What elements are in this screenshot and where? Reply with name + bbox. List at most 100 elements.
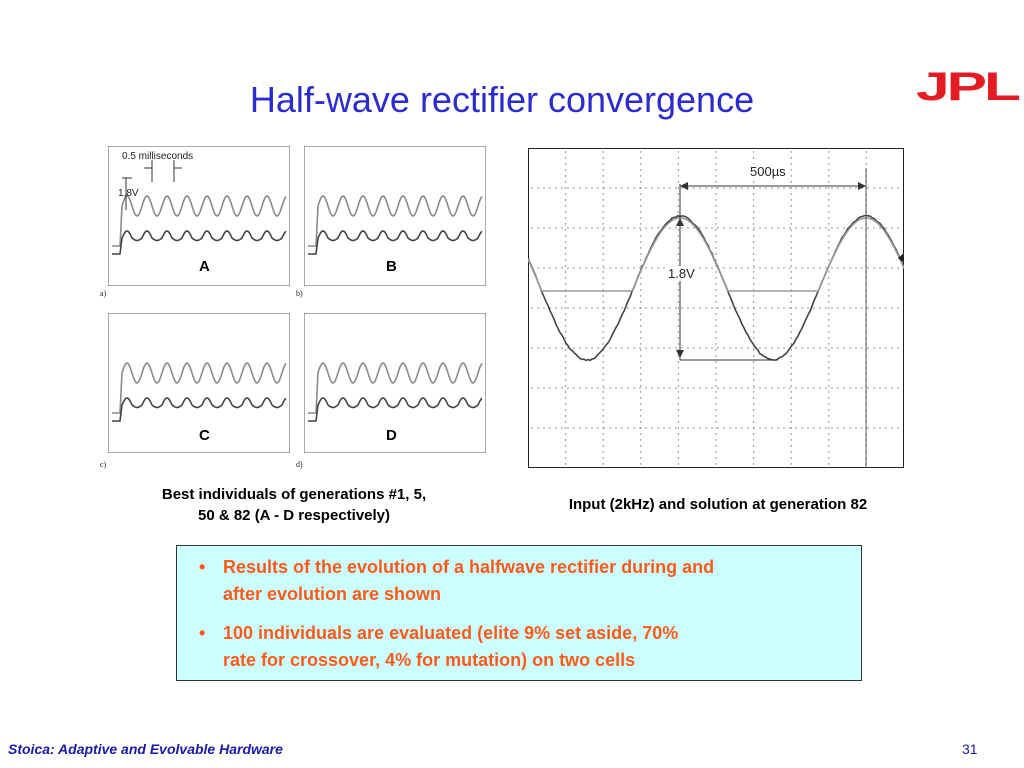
grid-dot (828, 373, 829, 374)
grid-dot (537, 227, 538, 228)
grid-dot (753, 157, 754, 158)
grid-dot (897, 267, 898, 268)
grid-dot (753, 379, 754, 380)
grid-dot (885, 307, 886, 308)
grid-dot (627, 307, 628, 308)
grid-dot (843, 427, 844, 428)
grid-dot (651, 267, 652, 268)
grid-dot (753, 283, 754, 284)
grid-dot (789, 427, 790, 428)
grid-dot (715, 409, 716, 410)
grid-dot (603, 227, 604, 228)
grid-dot (565, 373, 566, 374)
grid-dot (693, 187, 694, 188)
grid-dot (609, 347, 610, 348)
grid-dot (828, 361, 829, 362)
grid-dot (825, 187, 826, 188)
grid-dot (753, 331, 754, 332)
grid-dot (715, 379, 716, 380)
grid-dot (651, 347, 652, 348)
grid-dot (565, 319, 566, 320)
grid-dot (603, 157, 604, 158)
grid-dot (813, 427, 814, 428)
grid-dot (723, 187, 724, 188)
grid-dot (873, 307, 874, 308)
grid-dot (791, 157, 792, 158)
grid-dot (633, 187, 634, 188)
grid-dot (771, 427, 772, 428)
grid-dot (791, 361, 792, 362)
grid-dot (565, 409, 566, 410)
grid-dot (729, 187, 730, 188)
grid-dot (591, 267, 592, 268)
grid-dot (828, 241, 829, 242)
grid-dot (891, 227, 892, 228)
grid-dot (867, 227, 868, 228)
grid-dot (729, 347, 730, 348)
grid-dot (640, 379, 641, 380)
grid-dot (837, 427, 838, 428)
grid-dot (675, 387, 676, 388)
grid-dot (678, 247, 679, 248)
grid-dot (861, 387, 862, 388)
grid-dot (603, 301, 604, 302)
grid-dot (603, 337, 604, 338)
grid-dot (791, 175, 792, 176)
grid-dot (753, 277, 754, 278)
grid-dot (565, 385, 566, 386)
grid-dot (777, 307, 778, 308)
grid-dot (645, 307, 646, 308)
grid-dot (715, 271, 716, 272)
grid-dot (561, 307, 562, 308)
grid-dot (678, 313, 679, 314)
grid-dot (777, 187, 778, 188)
grid-dot (753, 347, 754, 348)
grid-dot (791, 253, 792, 254)
grid-dot (753, 223, 754, 224)
grid-dot (669, 307, 670, 308)
grid-dot (705, 387, 706, 388)
grid-dot (669, 227, 670, 228)
grid-dot (678, 343, 679, 344)
grid-dot (565, 163, 566, 164)
grid-dot (791, 457, 792, 458)
grid-dot (678, 361, 679, 362)
grid-dot (678, 253, 679, 254)
grid-dot (825, 227, 826, 228)
grid-dot (640, 241, 641, 242)
grid-dot (687, 227, 688, 228)
grid-dot (640, 289, 641, 290)
grid-dot (565, 253, 566, 254)
grid-dot (549, 387, 550, 388)
grid-dot (640, 415, 641, 416)
grid-dot (747, 187, 748, 188)
grid-dot (831, 227, 832, 228)
grid-dot (715, 241, 716, 242)
grid-dot (699, 187, 700, 188)
grid-dot (640, 277, 641, 278)
grid-dot (867, 187, 868, 188)
grid-dot (603, 445, 604, 446)
grid-dot (855, 267, 856, 268)
grid-dot (711, 267, 712, 268)
grid-dot (621, 427, 622, 428)
grid-dot (723, 387, 724, 388)
grid-dot (678, 427, 679, 428)
grid-dot (789, 227, 790, 228)
grid-dot (741, 347, 742, 348)
grid-dot (555, 347, 556, 348)
grid-dot (753, 253, 754, 254)
grid-dot (645, 387, 646, 388)
grid-dot (791, 211, 792, 212)
grid-dot (561, 187, 562, 188)
grid-dot (753, 217, 754, 218)
grid-dot (603, 241, 604, 242)
grid-dot (828, 421, 829, 422)
grid-dot (753, 387, 754, 388)
grid-dot (549, 427, 550, 428)
grid-dot (640, 361, 641, 362)
grid-dot (561, 387, 562, 388)
grid-dot (765, 307, 766, 308)
grid-dot (723, 307, 724, 308)
grid-dot (640, 247, 641, 248)
